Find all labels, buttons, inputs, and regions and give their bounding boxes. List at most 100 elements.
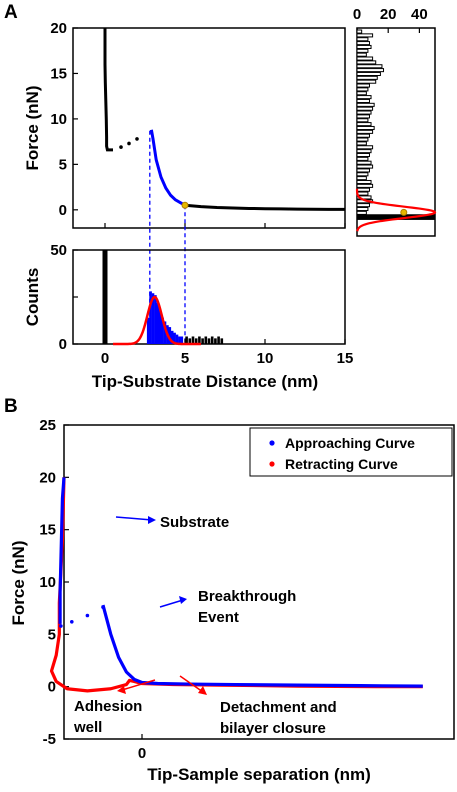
a-force-ytick-label: 5 [59, 156, 67, 173]
a-hist-bar-black [210, 336, 214, 344]
a-hist-bar-black [191, 336, 195, 344]
a-hist-bar-black [220, 338, 224, 344]
b-ytick-label: 15 [39, 522, 56, 539]
a-side-bar [356, 203, 370, 208]
a-hist-bar-blue [146, 317, 150, 344]
legend-retract-label: Retracting Curve [285, 456, 398, 472]
panel-a-side-ticks: 0 20 40 [353, 6, 428, 33]
a-side-bar [356, 48, 369, 53]
annotation-adhesion-2: well [73, 719, 102, 736]
a-side-bar [356, 79, 377, 84]
panel-b-series [49, 477, 423, 693]
a-hist-bar-blue [180, 336, 184, 344]
a-hist-xtick-label: 15 [337, 350, 354, 367]
a-side-bar [356, 183, 374, 188]
a-hist-bar-blue [168, 327, 172, 344]
a-force-dot [127, 141, 131, 146]
b-retract-curve [49, 477, 423, 693]
a-force-marker [181, 201, 189, 209]
a-force-black-line [184, 203, 345, 211]
a-side-bar [356, 60, 377, 65]
a-side-bar [356, 152, 370, 158]
a-hist-xtick-label: 10 [257, 350, 274, 367]
b-ytick-label: 10 [39, 574, 56, 591]
a-force-black-line [103, 28, 113, 152]
b-approach-dot [59, 624, 63, 628]
substrate-arrow-head [148, 516, 156, 524]
a-side-bar [356, 71, 381, 76]
a-side-bar [356, 122, 372, 127]
panel-a-side-histogram: 0 20 40 [353, 6, 437, 237]
detach-arrow [179, 675, 204, 693]
a-side-bar [356, 41, 370, 46]
annotation-breakthrough-1: Breakthrough [198, 588, 296, 605]
a-side-bar [356, 149, 372, 154]
a-hist-bar-blue [158, 310, 162, 344]
panel-b-ticks: -5 0 5 10 15 20 25 0 [39, 417, 146, 762]
a-hist-bar-black [198, 336, 201, 344]
b-approach-curve-substrate [58, 477, 66, 624]
annotation-substrate: Substrate [160, 514, 229, 531]
a-hist-bar-blue [163, 321, 167, 344]
panel-a-force-ticks: 0 5 10 15 20 [50, 20, 346, 228]
a-hist-bar-black [201, 338, 204, 344]
breakthrough-arrow [159, 599, 184, 608]
a-hist-bar-black [185, 336, 188, 344]
a-side-bar [356, 95, 372, 100]
a-hist-bar-blue [151, 293, 155, 344]
b-approach-curve-tail [101, 604, 423, 688]
a-side-bar [356, 114, 370, 119]
a-side-bar [356, 75, 378, 80]
panel-a-force-series [103, 28, 345, 344]
a-side-bar [356, 133, 370, 138]
a-force-approach-line [149, 129, 186, 207]
a-side-bar [356, 168, 370, 173]
a-side-bar [356, 156, 369, 161]
a-hist-bar-blue [178, 336, 181, 344]
a-side-bar [356, 141, 367, 146]
a-hist-bar-blue [154, 295, 157, 344]
substrate-arrow [115, 516, 153, 521]
a-side-bar [356, 110, 372, 115]
a-hist-bar-black [217, 336, 220, 344]
a-side-bar [356, 37, 369, 42]
panel-b-annotations: Substrate Breakthrough Event Adhesion we… [73, 514, 337, 737]
adhesion-arrow-head [117, 686, 126, 694]
a-side-bar [356, 125, 375, 131]
a-side-bar [356, 83, 370, 88]
legend-retract-marker [269, 461, 275, 467]
a-hist-gaussian-fit [113, 295, 201, 346]
panel-a-histogram: 0 50 0 5 10 15 Counts Tip-Substrate Distance … [23, 242, 353, 391]
a-side-bar [356, 210, 367, 215]
a-side-bar [356, 145, 374, 150]
a-side-bar [356, 172, 369, 177]
a-side-bar [356, 87, 369, 92]
a-side-bar [356, 160, 372, 165]
breakthrough-arrow-head [179, 596, 187, 604]
detach-arrow-head [198, 686, 207, 695]
a-side-bar [356, 91, 367, 96]
b-ytick-label: 5 [48, 626, 56, 643]
a-hist-ytick-label: 50 [50, 242, 67, 259]
b-ytick-label: 20 [39, 469, 56, 486]
a-force-ytick-label: 0 [59, 202, 67, 219]
a-side-bar [356, 187, 370, 192]
a-hist-bar-blue [161, 317, 164, 344]
a-side-bar [356, 137, 369, 142]
a-force-ytick-label: 15 [50, 65, 67, 82]
a-force-ytick-label: 10 [50, 111, 67, 128]
annotation-detach-1: Detachment and [220, 699, 337, 716]
annotation-detach-2: bilayer closure [220, 720, 326, 737]
a-force-ytick-label: 20 [50, 20, 67, 37]
panel-b-force-plot: -5 0 5 10 15 20 25 0 Force (nN) Tip-Sample sepa… [9, 417, 455, 784]
panel-b-legend: Approaching Curve Retracting Curve [249, 427, 453, 477]
a-side-gaussian-fit [355, 188, 437, 232]
panel-label-b: B [4, 396, 18, 417]
a-side-bar [356, 129, 374, 134]
legend-approach-marker [269, 440, 275, 446]
a-hist-bar-black [214, 338, 217, 344]
panel-a-force-plot: 0 5 10 15 20 Force (nN) [23, 20, 346, 344]
panel-a-side-bars [355, 29, 437, 232]
a-side-bar [356, 206, 369, 212]
a-side-bar [356, 68, 385, 73]
